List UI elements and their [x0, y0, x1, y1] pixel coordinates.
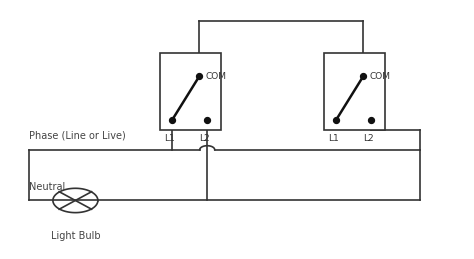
Point — [367, 118, 375, 123]
Text: L1: L1 — [328, 134, 339, 143]
Point — [332, 118, 340, 123]
Text: Light Bulb: Light Bulb — [51, 231, 100, 241]
Text: L2: L2 — [364, 134, 374, 143]
Text: Neutral: Neutral — [28, 182, 65, 191]
Text: COM: COM — [369, 72, 390, 81]
Bar — [324, 53, 384, 130]
Point — [203, 118, 211, 123]
Text: Phase (Line or Live): Phase (Line or Live) — [28, 131, 125, 141]
Text: COM: COM — [205, 72, 227, 81]
Point — [195, 74, 203, 78]
Point — [359, 74, 367, 78]
Text: L2: L2 — [200, 134, 210, 143]
Text: L1: L1 — [164, 134, 175, 143]
Point — [168, 118, 176, 123]
Bar — [160, 53, 220, 130]
